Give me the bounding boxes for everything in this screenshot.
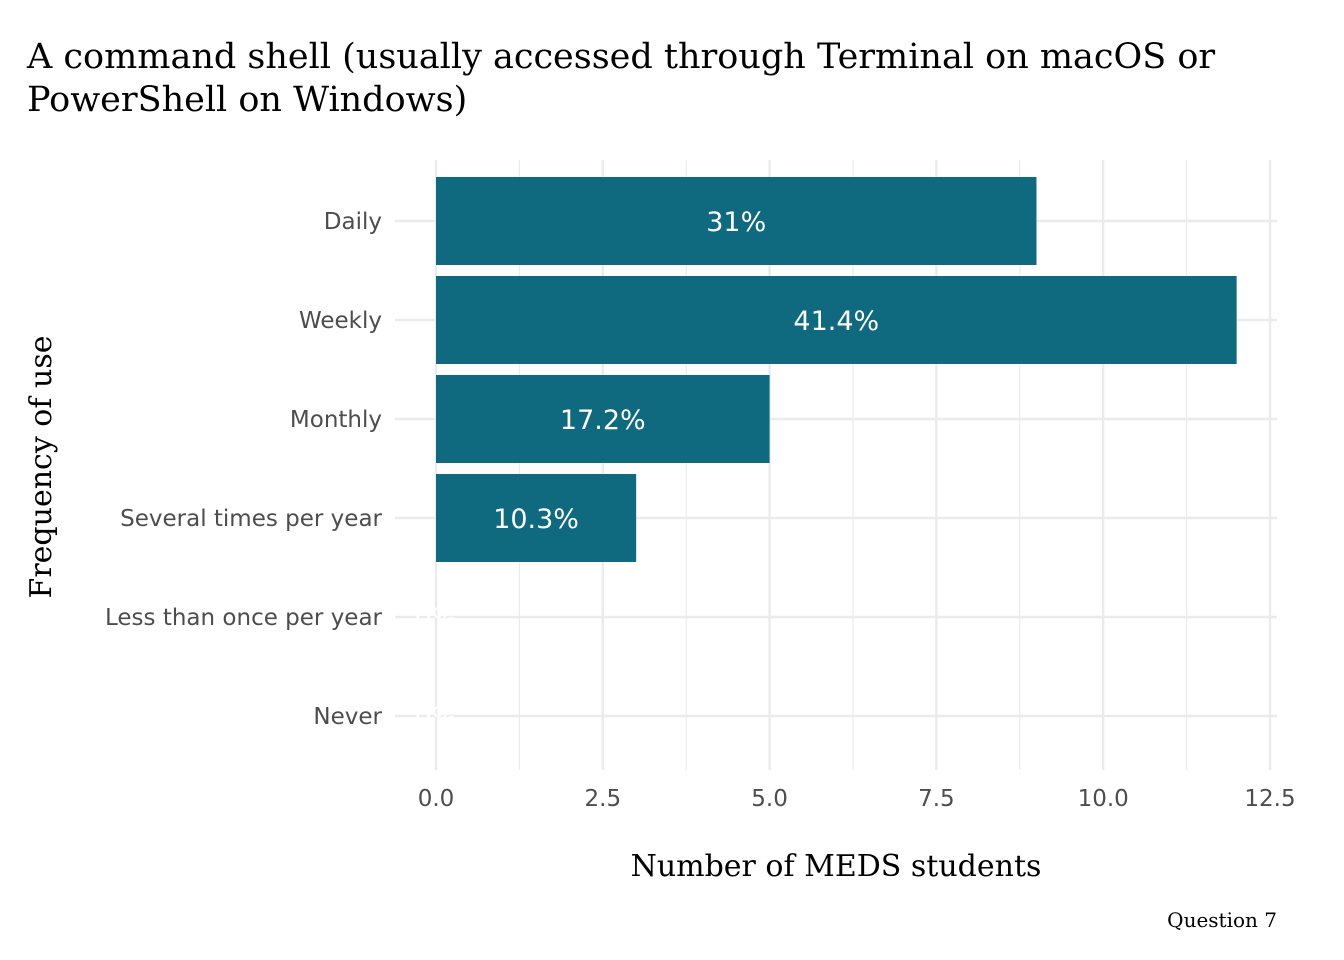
chart-caption: Question 7 xyxy=(1167,908,1277,932)
y-tick-label: Weekly xyxy=(299,308,382,334)
bar-percent-label: 0% xyxy=(415,603,458,634)
bar xyxy=(436,276,1237,364)
y-axis-ticks: Daily Weekly Monthly Several times per year… xyxy=(105,209,383,730)
bar-percent-label: 17.2% xyxy=(560,405,646,436)
bar-percent-label: 0% xyxy=(415,702,458,733)
y-axis-title: Frequency of use xyxy=(24,336,59,599)
y-tick-label: Daily xyxy=(324,209,382,235)
x-tick-label: 2.5 xyxy=(585,786,622,812)
x-axis-title: Number of MEDS students xyxy=(631,849,1042,884)
x-tick-label: 12.5 xyxy=(1244,786,1295,812)
x-tick-label: 7.5 xyxy=(918,786,955,812)
bar xyxy=(436,474,637,562)
chart-title-line-1: A command shell (usually accessed throug… xyxy=(26,37,1215,77)
chart-title: A command shell (usually accessed throug… xyxy=(26,37,1215,120)
x-tick-label: 5.0 xyxy=(751,786,788,812)
bar xyxy=(436,177,1037,265)
y-tick-label: Less than once per year xyxy=(105,605,383,631)
bar xyxy=(436,375,770,463)
bar-labels: 31% 41.4% 17.2% 10.3% 0% 0% xyxy=(415,207,880,733)
x-axis-ticks: 0.0 2.5 5.0 7.5 10.0 12.5 xyxy=(418,786,1296,812)
chart-title-line-2: PowerShell on Windows) xyxy=(27,80,467,120)
y-tick-label: Never xyxy=(313,704,382,730)
x-tick-label: 0.0 xyxy=(418,786,455,812)
x-tick-label: 10.0 xyxy=(1078,786,1129,812)
y-tick-label: Monthly xyxy=(290,407,382,433)
bar-percent-label: 31% xyxy=(706,207,766,238)
bar-percent-label: 10.3% xyxy=(493,504,579,535)
bars xyxy=(436,177,1237,562)
bar-percent-label: 41.4% xyxy=(793,306,879,337)
y-tick-label: Several times per year xyxy=(120,506,382,532)
